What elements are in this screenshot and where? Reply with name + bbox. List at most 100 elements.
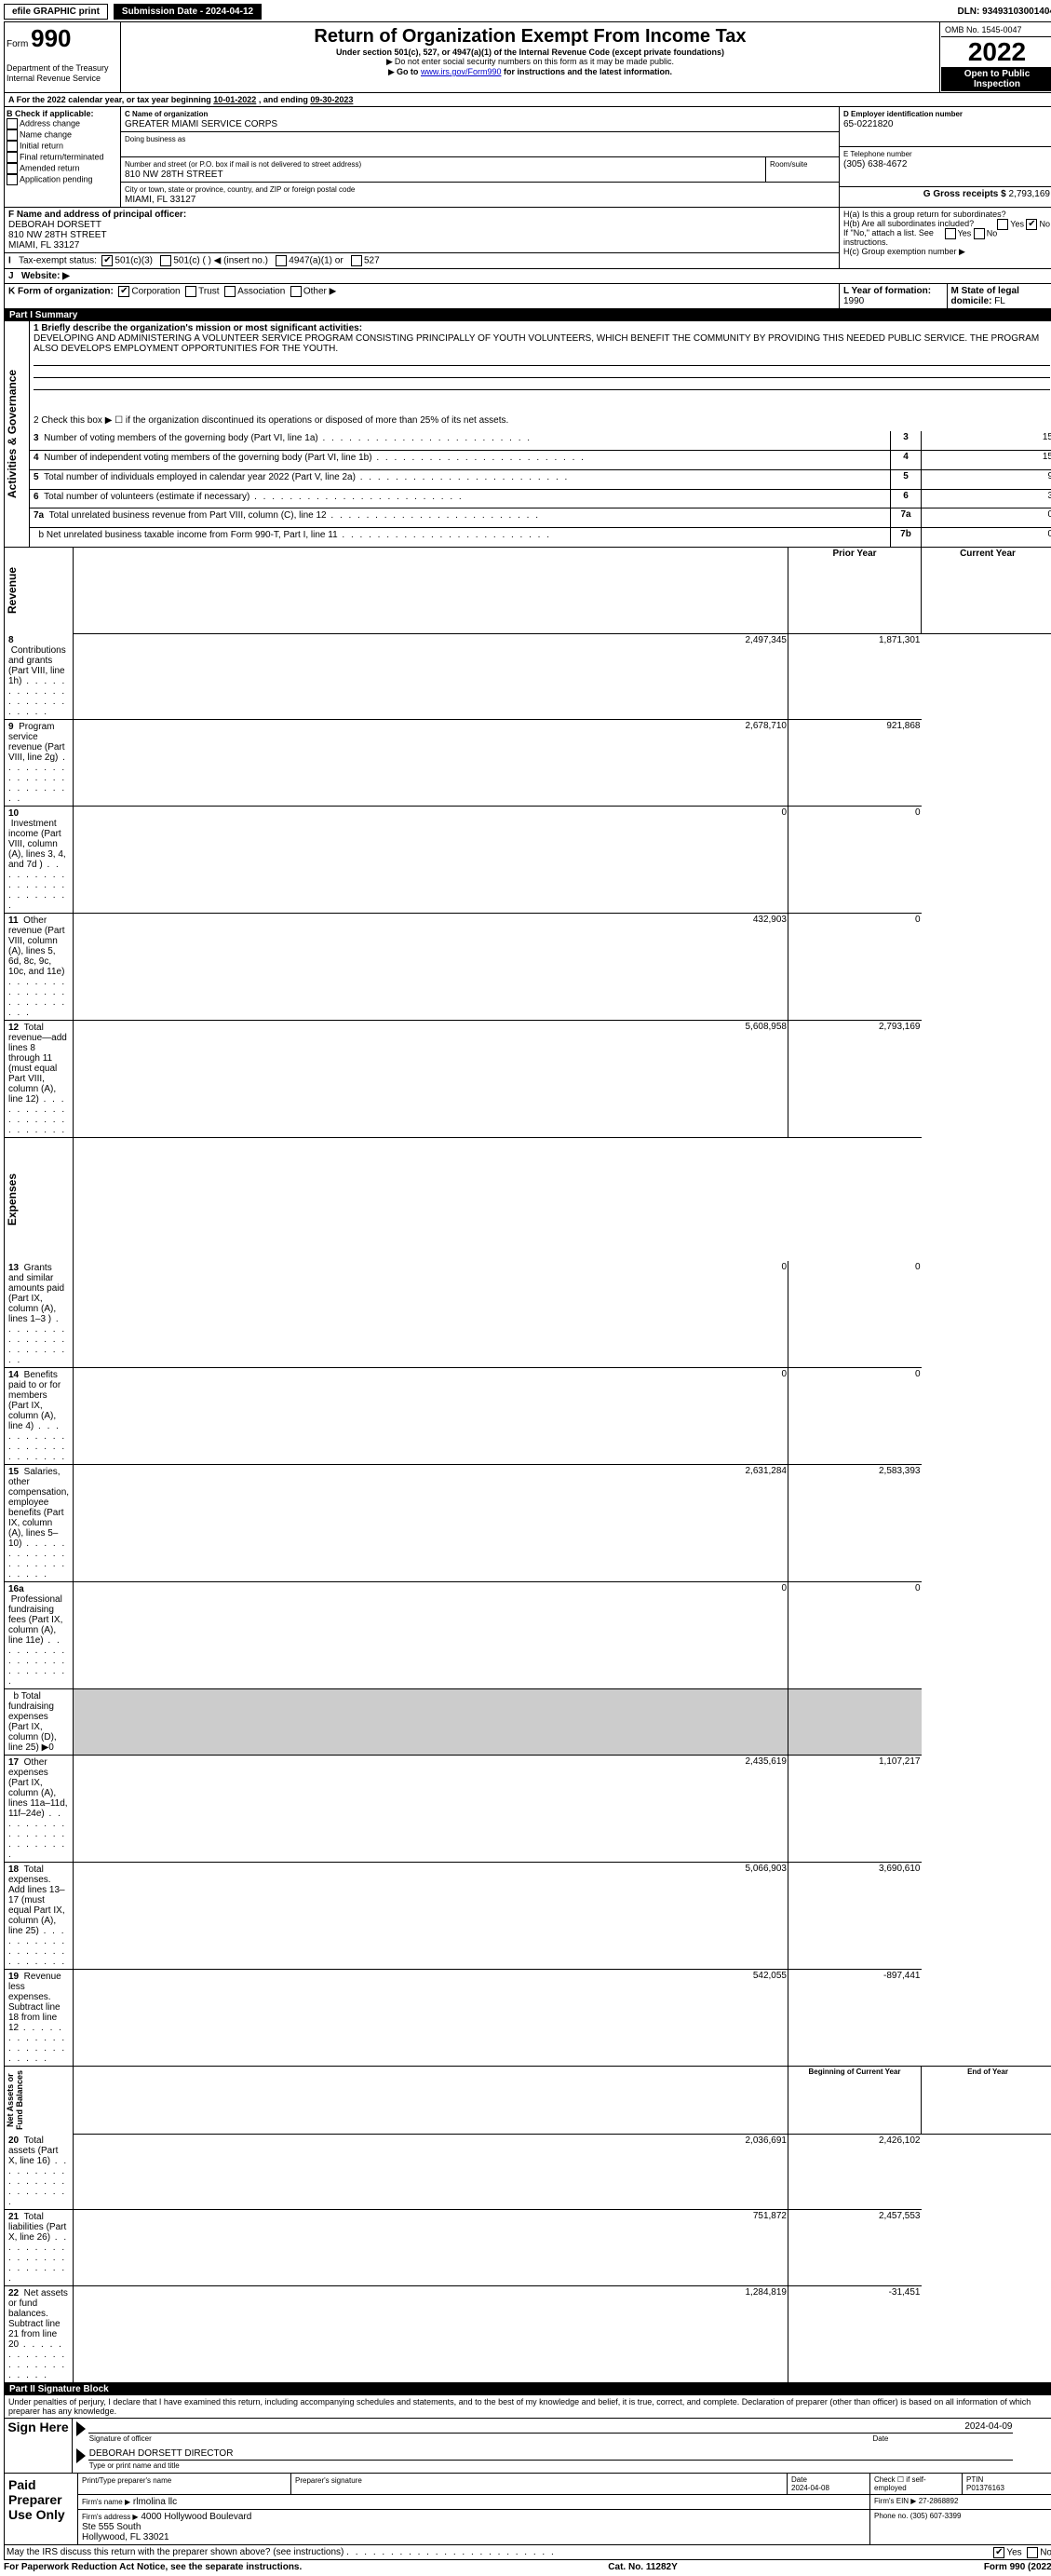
checkbox[interactable]: [997, 219, 1008, 230]
phone-label: Phone no.: [874, 2512, 908, 2520]
checkbox[interactable]: [1027, 2547, 1038, 2558]
instructions-link[interactable]: www.irs.gov/Form990: [421, 67, 502, 76]
checkbox[interactable]: [351, 255, 362, 266]
checkbox[interactable]: [7, 174, 18, 185]
ptin-label: PTIN: [966, 2475, 983, 2484]
table-row: 17 Other expenses (Part IX, column (A), …: [5, 1756, 1051, 1863]
name-change: Name change: [20, 129, 72, 139]
table-row: 22 Net assets or fund balances. Subtract…: [5, 2286, 1051, 2383]
opt-assoc: Association: [237, 287, 285, 297]
efile-label: efile GRAPHIC print: [4, 4, 108, 20]
form-header: Form 990 Department of the Treasury Inte…: [4, 21, 1051, 93]
no-label: No: [1039, 219, 1050, 228]
checkbox[interactable]: [276, 255, 287, 266]
prep-sig-label: Preparer's signature: [295, 2476, 362, 2485]
entity-block: B Check if applicable: Address change Na…: [4, 107, 1051, 309]
street-value: 810 NW 28TH STREET: [125, 169, 223, 180]
checkbox[interactable]: [7, 129, 18, 141]
col-current: Current Year: [922, 548, 1051, 633]
ssn-note: Do not enter social security numbers on …: [395, 57, 674, 66]
checkbox[interactable]: [7, 152, 18, 163]
box-c-label: C Name of organization: [125, 110, 208, 118]
box-j-label: Website: ▶: [21, 271, 70, 281]
triangle-icon: [76, 2448, 86, 2463]
app-pending: Application pending: [20, 174, 93, 183]
part1-table: Activities & Governance 1 Briefly descri…: [4, 321, 1051, 548]
name-title-label: Type or print name and title: [88, 2461, 1014, 2472]
yes-label: Yes: [1006, 2548, 1021, 2558]
sig-officer-field[interactable]: [88, 2420, 872, 2434]
form-word: Form: [7, 39, 28, 49]
discuss-label: May the IRS discuss this return with the…: [7, 2547, 344, 2557]
table-row: 21 Total liabilities (Part X, line 26) 7…: [5, 2210, 1051, 2286]
form-title: Return of Organization Exempt From Incom…: [125, 26, 936, 47]
period-pre: For the 2022 calendar year, or tax year …: [17, 95, 214, 104]
col-prior: Prior Year: [788, 548, 922, 633]
form-no-footer: 990: [1010, 2562, 1026, 2572]
phone-value: (305) 638-4672: [843, 159, 907, 169]
submission-date-button[interactable]: Submission Date - 2024-04-12: [114, 4, 262, 20]
checkbox[interactable]: [290, 286, 302, 297]
checkbox[interactable]: [7, 118, 18, 129]
box-m-label: M State of legal domicile:: [951, 286, 1019, 306]
ha-label: H(a) Is this a group return for subordin…: [843, 210, 1006, 219]
ein-value: 65-0221820: [843, 119, 893, 129]
period-mid: , and ending: [259, 95, 311, 104]
checkbox[interactable]: [160, 255, 171, 266]
footer-right: Form 990 (2022): [984, 2562, 1051, 2572]
page-footer: For Paperwork Reduction Act Notice, see …: [4, 2562, 1051, 2572]
checkbox[interactable]: [7, 141, 18, 152]
sign-block: Sign Here 2024-04-09 Signature of office…: [4, 2419, 1051, 2474]
summary-row: b Net unrelated business taxable income …: [5, 528, 1051, 548]
checkbox[interactable]: [993, 2547, 1004, 2558]
officer-name-title: DEBORAH DORSETT DIRECTOR: [88, 2447, 1014, 2461]
box-g-label: G Gross receipts $: [923, 189, 1006, 199]
box-l-label: L Year of formation:: [843, 286, 931, 296]
checkbox[interactable]: [101, 255, 113, 266]
self-employed: Check ☐ if self-employed: [870, 2474, 963, 2495]
blank-line: [34, 354, 1050, 366]
checkbox[interactable]: [974, 228, 985, 239]
no-label: No: [1040, 2548, 1051, 2558]
officer-street: 810 NW 28TH STREET: [8, 230, 107, 240]
checkbox[interactable]: [1026, 219, 1037, 230]
table-row: 11 Other revenue (Part VIII, column (A),…: [5, 914, 1051, 1021]
box-f-label: F Name and address of principal officer:: [8, 210, 186, 220]
box-k-label: K Form of organization:: [8, 287, 114, 297]
opt-527: 527: [364, 256, 380, 266]
period-begin: 10-01-2022: [213, 95, 256, 104]
footer-left: For Paperwork Reduction Act Notice, see …: [4, 2562, 302, 2572]
mission-text: DEVELOPING AND ADMINISTERING A VOLUNTEER…: [34, 333, 1039, 354]
checkbox[interactable]: [7, 163, 18, 174]
checkbox[interactable]: [224, 286, 236, 297]
blank-line: [34, 378, 1050, 390]
side-expenses: Expenses: [6, 1139, 19, 1260]
date-label: Date: [791, 2475, 807, 2484]
checkbox[interactable]: [185, 286, 196, 297]
side-revenue: Revenue: [6, 549, 19, 632]
dots: [346, 2547, 556, 2557]
city-value: MIAMI, FL 33127: [125, 195, 195, 205]
table-row: 8 Contributions and grants (Part VIII, l…: [5, 633, 1051, 720]
paid-preparer-label: Paid Preparer Use Only: [5, 2474, 78, 2545]
checkbox[interactable]: [945, 228, 956, 239]
box-i-label: Tax-exempt status:: [19, 256, 97, 266]
year-footer: 2022: [1031, 2562, 1051, 2572]
arrow-icon: [386, 57, 395, 66]
discuss-row: May the IRS discuss this return with the…: [4, 2545, 1051, 2560]
table-row: 10 Investment income (Part VIII, column …: [5, 807, 1051, 914]
opt-501c3: 501(c)(3): [115, 256, 153, 266]
hb-label: H(b) Are all subordinates included?: [843, 219, 974, 228]
sig-date-value: 2024-04-09: [871, 2420, 1013, 2434]
firm-name: rlmolina llc: [133, 2497, 177, 2507]
col-begin: Beginning of Current Year: [788, 2067, 922, 2135]
table-row: 12 Total revenue—add lines 8 through 11 …: [5, 1021, 1051, 1138]
goto-pre: Go to: [397, 67, 421, 76]
table-row: 16a Professional fundraising fees (Part …: [5, 1582, 1051, 1689]
addr-change: Address change: [20, 118, 80, 128]
table-row: 13 Grants and similar amounts paid (Part…: [5, 1261, 1051, 1368]
prep-name-label: Print/Type preparer's name: [82, 2476, 171, 2485]
col-end: End of Year: [922, 2067, 1051, 2135]
checkbox[interactable]: [118, 286, 129, 297]
sig-officer-label: Signature of officer: [88, 2434, 872, 2445]
